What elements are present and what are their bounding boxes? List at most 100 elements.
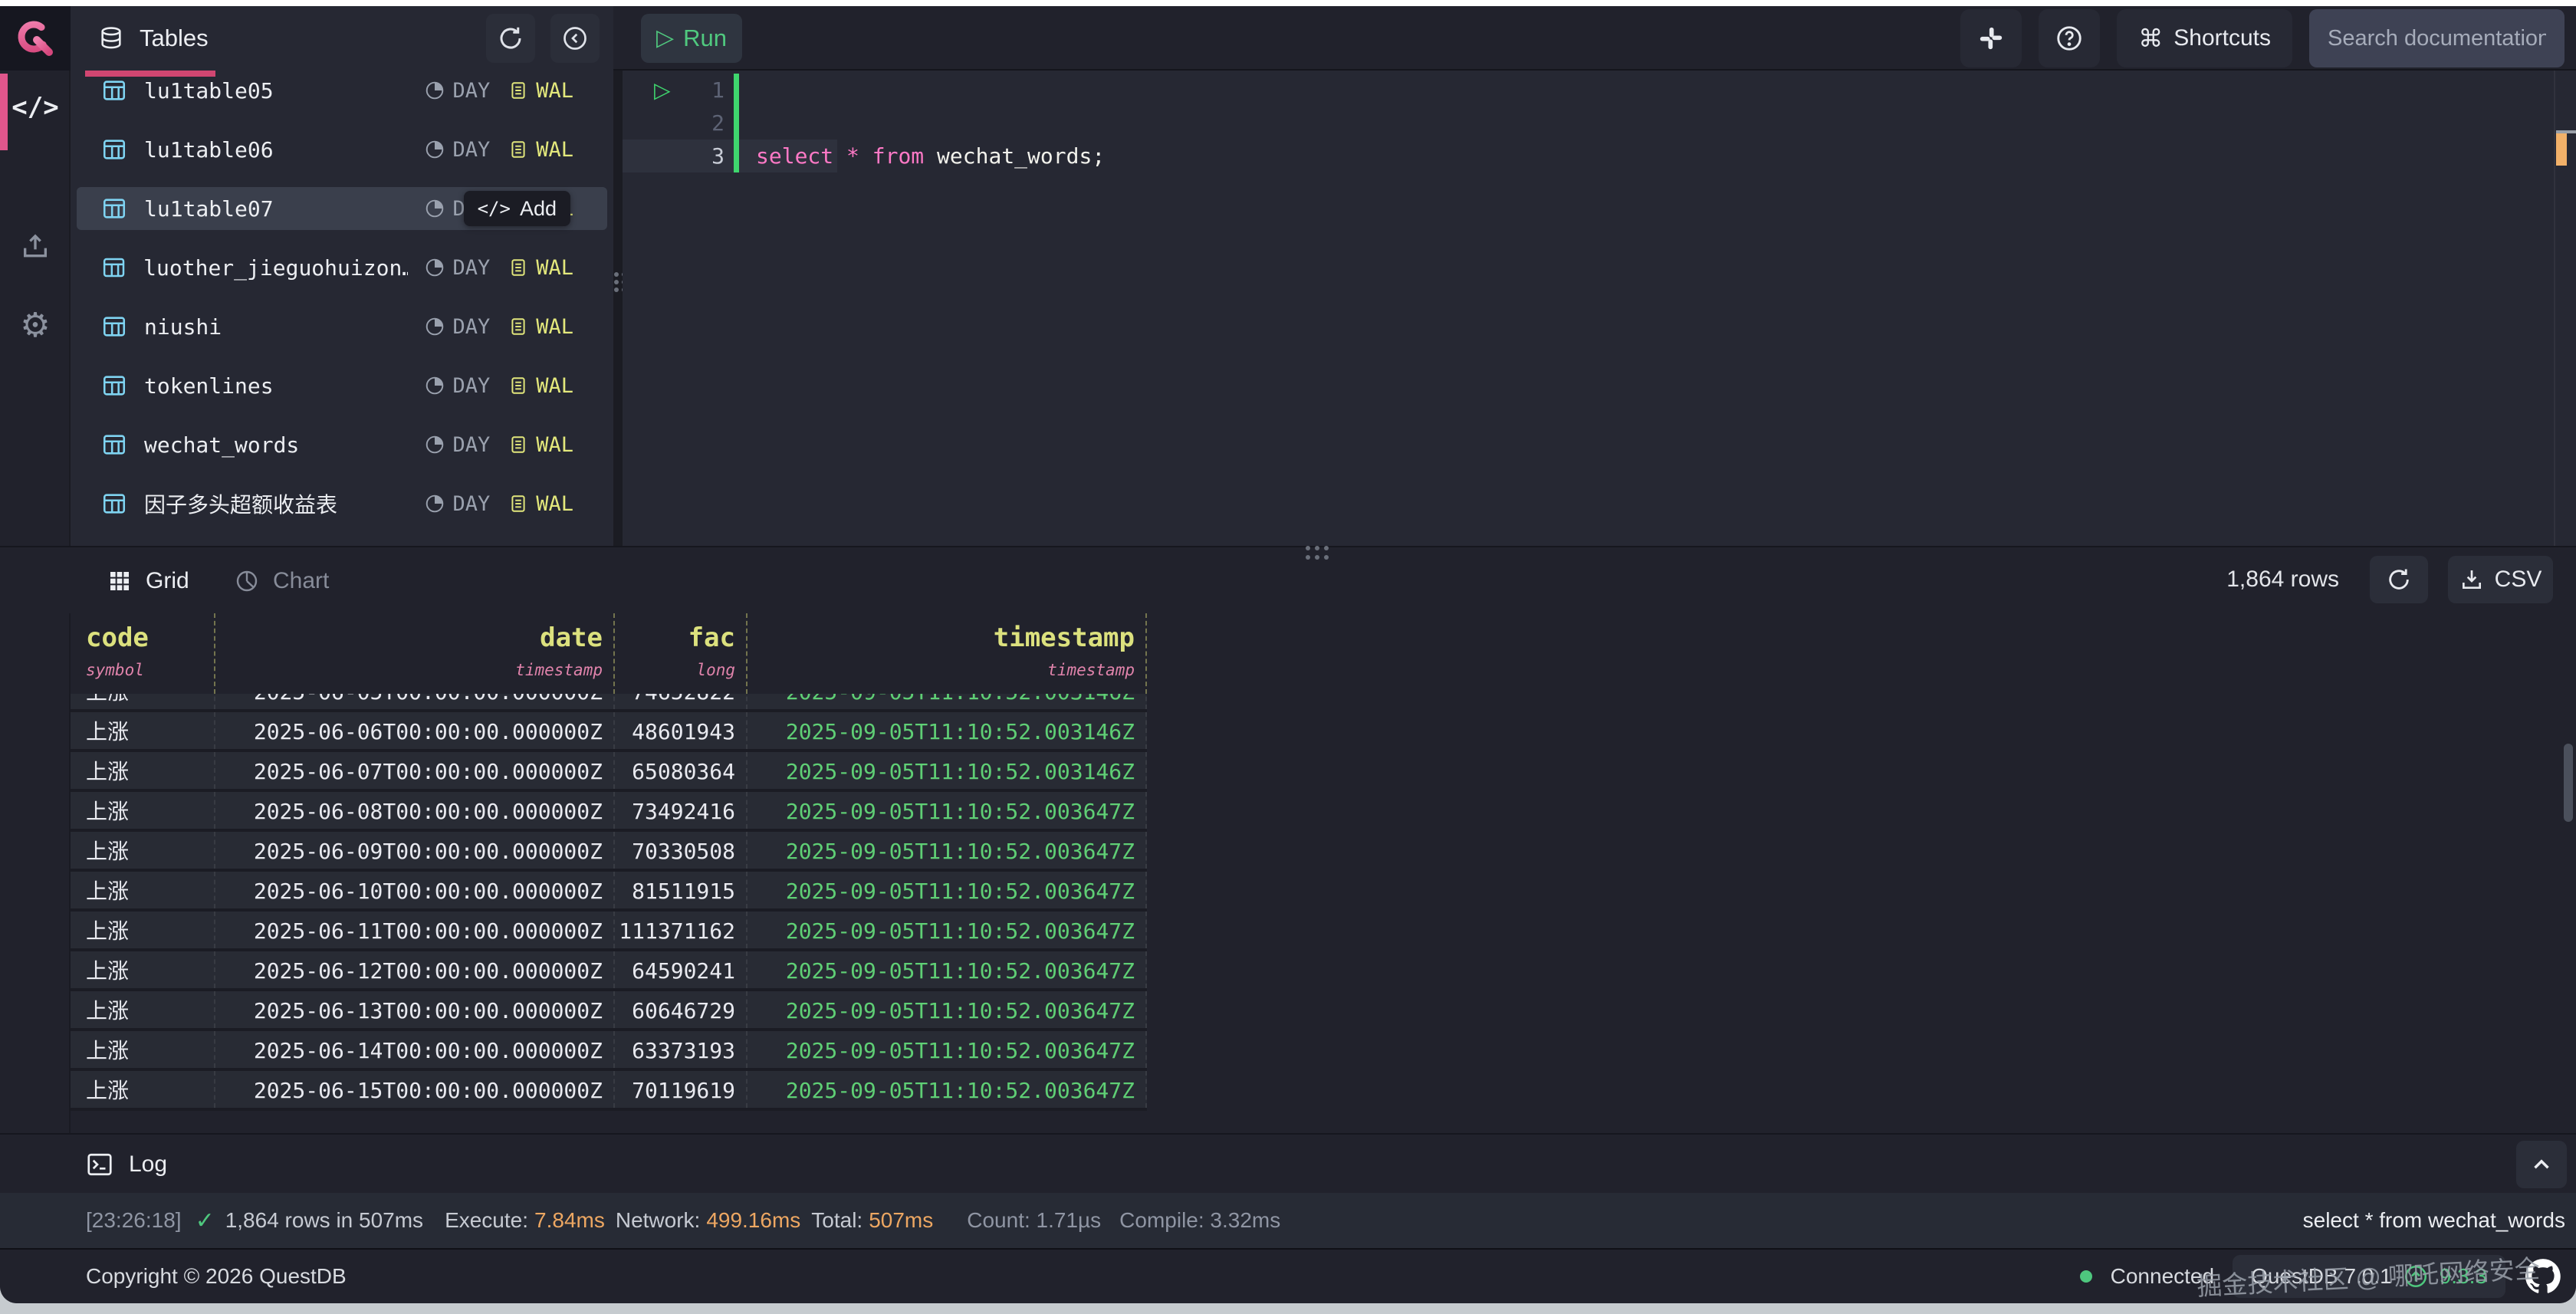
table-row[interactable]: 上涨 2025-06-06T00:00:00.000000Z 48601943 … (71, 712, 1147, 752)
compile-stat: Compile: 3.32ms (1119, 1208, 1281, 1232)
grid-column-header[interactable]: code symbol (71, 613, 215, 694)
cell-code: 上涨 (71, 1031, 215, 1068)
code-token: from (872, 143, 925, 169)
gear-icon: ⚙ (20, 306, 51, 344)
help-button[interactable] (2039, 9, 2101, 67)
settings-rail-button[interactable]: ⚙ (0, 302, 71, 348)
wal-doc-icon (511, 82, 525, 99)
code-line[interactable]: select * from wechat_words; (756, 140, 1105, 172)
grid-column-headers: code symbol date timestamp fac long time… (71, 613, 1147, 694)
table-row[interactable]: 上涨 2025-06-08T00:00:00.000000Z 73492416 … (71, 792, 1147, 832)
shortcuts-button[interactable]: ⌘ Shortcuts (2117, 9, 2292, 67)
table-name: niushi (144, 314, 222, 340)
table-row[interactable]: 上涨 2025-06-07T00:00:00.000000Z 65080364 … (71, 752, 1147, 792)
cell-date: 2025-06-10T00:00:00.000000Z (215, 872, 615, 908)
wal-doc-icon (511, 495, 525, 512)
table-row[interactable]: 上涨 2025-06-14T00:00:00.000000Z 63373193 … (71, 1031, 1147, 1071)
table-list: lu1table05 DAY WAL (71, 71, 613, 546)
search-documentation-input[interactable] (2309, 9, 2564, 67)
run-query-button[interactable]: ▷ Run (641, 14, 742, 63)
sql-console-rail-button[interactable]: </> (12, 92, 59, 123)
table-name: luother_jieguohuizon… (143, 255, 409, 281)
questdb-logo[interactable] (0, 6, 71, 71)
table-icon (103, 140, 126, 159)
query-run-glyph[interactable]: ▷ (654, 78, 671, 102)
vertical-splitter[interactable] (613, 71, 626, 546)
table-badges: DAY WAL (425, 79, 573, 103)
current-line-highlight (623, 140, 837, 172)
table-name: lu1table05 (144, 77, 274, 103)
tab-chart[interactable]: Chart (235, 547, 329, 615)
grid-column-header[interactable]: date timestamp (215, 613, 615, 694)
rows-summary: 1,864 rows in 507ms (225, 1208, 424, 1232)
refresh-tables-button[interactable] (486, 14, 535, 63)
download-csv-button[interactable]: CSV (2448, 556, 2553, 603)
horizontal-splitter-grip[interactable] (1306, 544, 1336, 564)
partition-badge: DAY (452, 432, 491, 457)
table-badges: DAY WAL (425, 256, 573, 280)
slack-button[interactable] (1960, 9, 2022, 67)
table-name: lu1table07 (144, 195, 274, 222)
collapse-sidebar-button[interactable] (550, 14, 600, 63)
table-row[interactable]: 上涨 2025-06-10T00:00:00.000000Z 81511915 … (71, 872, 1147, 912)
network-label: Network: (615, 1208, 701, 1232)
grid-scrollbar-thumb[interactable] (2564, 744, 2573, 822)
table-list-item[interactable]: luother_jieguohuizon… DAY WAL (71, 246, 613, 300)
refresh-results-button[interactable] (2370, 556, 2428, 603)
cell-code: 上涨 (71, 1071, 215, 1108)
table-icon (103, 80, 126, 100)
table-list-item[interactable]: tokenlines DAY WAL (71, 364, 613, 418)
partition-pie-icon (426, 317, 444, 336)
log-section[interactable]: Log (86, 1135, 167, 1194)
tab-grid[interactable]: Grid (107, 547, 189, 615)
import-rail-button[interactable] (0, 224, 71, 270)
grid-viewport[interactable]: 上涨 2025-06-05T00:00:00.000000Z 74652822 … (71, 694, 1147, 1133)
table-list-item[interactable]: 因子多头超额收益表 DAY WAL (71, 482, 613, 536)
connection-status-label: Connected (2110, 1264, 2215, 1288)
table-row[interactable]: 上涨 2025-06-15T00:00:00.000000Z 70119619 … (71, 1071, 1147, 1111)
github-icon[interactable] (2524, 1257, 2562, 1296)
wal-doc-icon (511, 141, 525, 158)
column-type: timestamp (1047, 661, 1135, 679)
table-icon (103, 317, 126, 337)
log-bar: Log (0, 1133, 2576, 1193)
table-row[interactable]: 上涨 2025-06-09T00:00:00.000000Z 70330508 … (71, 832, 1147, 872)
chart-tab-label: Chart (273, 568, 330, 593)
tables-panel-header: Tables (71, 6, 613, 71)
table-name: tokenlines (144, 373, 274, 399)
wal-doc-icon (511, 318, 525, 335)
table-row[interactable]: 上涨 2025-06-05T00:00:00.000000Z 74652822 … (71, 694, 1147, 712)
table-row[interactable]: 上涨 2025-06-11T00:00:00.000000Z 111371162… (71, 912, 1147, 951)
table-list-item[interactable]: lu1table07 DAY WAL (71, 187, 613, 241)
table-list-item[interactable]: lu1table05 DAY WAL (71, 71, 613, 123)
chart-pie-icon (236, 570, 258, 592)
grid-column-header[interactable]: timestamp timestamp (748, 613, 1147, 694)
cell-timestamp: 2025-09-05T11:10:52.003647Z (748, 1071, 1147, 1108)
add-button-label: Add (519, 196, 557, 220)
table-row[interactable]: 上涨 2025-06-13T00:00:00.000000Z 60646729 … (71, 991, 1147, 1031)
partition-pie-icon (426, 199, 444, 218)
add-to-editor-button[interactable]: </> Add (463, 191, 570, 226)
cell-code: 上涨 (71, 712, 215, 749)
grid-column-header[interactable]: fac long (615, 613, 748, 694)
web-console-version: 9.3.3 (2439, 1264, 2487, 1288)
partition-pie-icon (426, 258, 444, 277)
wal-badge: WAL (536, 78, 573, 103)
overview-ruler-marker[interactable] (2556, 133, 2567, 166)
table-icon (103, 494, 126, 514)
success-check-icon: ✓ (195, 1207, 215, 1234)
chevron-up-icon (2534, 1159, 2549, 1169)
table-list-item[interactable]: niushi DAY WAL (71, 305, 613, 359)
sql-editor[interactable]: ▷ 1 2 3 select * from wechat_words; (623, 71, 2576, 546)
table-list-item[interactable]: lu1table06 DAY WAL (71, 128, 613, 182)
questdb-console: Tables ▷ Run (0, 6, 2576, 1303)
cell-timestamp: 2025-09-05T11:10:52.003647Z (748, 832, 1147, 869)
cell-timestamp: 2025-09-05T11:10:52.003146Z (748, 712, 1147, 749)
wal-badge: WAL (536, 137, 573, 162)
collapse-log-button[interactable] (2516, 1141, 2567, 1188)
table-icon (103, 435, 126, 455)
column-name: date (540, 623, 603, 653)
version-chip[interactable]: QuestDB 7.0.1 9.3.3 (2233, 1255, 2505, 1298)
table-list-item[interactable]: wechat_words DAY WAL (71, 423, 613, 477)
table-row[interactable]: 上涨 2025-06-12T00:00:00.000000Z 64590241 … (71, 951, 1147, 991)
